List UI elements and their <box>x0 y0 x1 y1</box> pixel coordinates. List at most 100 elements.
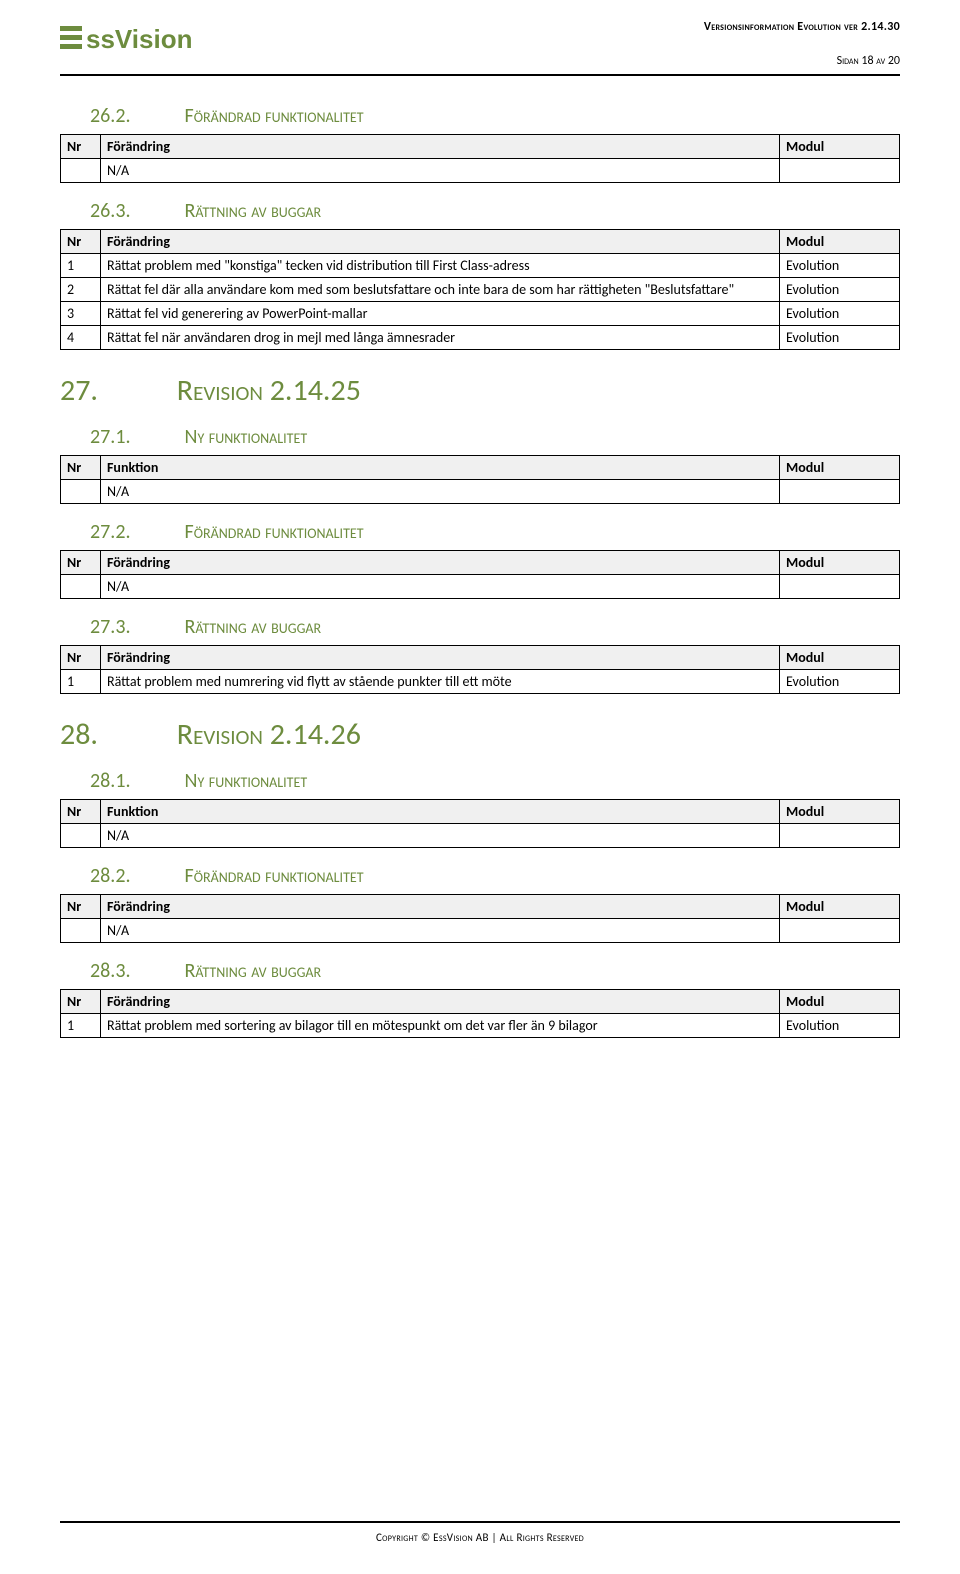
heading-num: 28.2. <box>90 864 180 888</box>
cell-nr: 4 <box>61 326 101 350</box>
table-header-row: Nr Förändring Modul <box>61 895 900 919</box>
cell-text: N/A <box>101 575 780 599</box>
table-header-row: Nr Förändring Modul <box>61 135 900 159</box>
heading-28: 28. Revision 2.14.26 <box>60 716 900 753</box>
heading-title: Rättning av buggar <box>185 199 322 223</box>
heading-title: Förändrad funktionalitet <box>185 104 364 128</box>
cell-nr <box>61 480 101 504</box>
table-header-row: Nr Funktion Modul <box>61 456 900 480</box>
col-modul: Modul <box>780 230 900 254</box>
cell-nr: 2 <box>61 278 101 302</box>
heading-num: 27. <box>60 372 170 409</box>
footer-divider <box>60 1521 900 1523</box>
cell-text: N/A <box>101 159 780 183</box>
page-footer: Copyright © EssVision AB | All Rights Re… <box>0 1521 960 1544</box>
cell-text: N/A <box>101 480 780 504</box>
table-row: 1 Rättat problem med sortering av bilago… <box>61 1014 900 1038</box>
heading-26-3: 26.3. Rättning av buggar <box>90 199 900 223</box>
col-nr: Nr <box>61 551 101 575</box>
cell-nr: 1 <box>61 670 101 694</box>
table-header-row: Nr Förändring Modul <box>61 230 900 254</box>
cell-text: Rättat problem med numrering vid flytt a… <box>101 670 780 694</box>
col-modul: Modul <box>780 646 900 670</box>
col-modul: Modul <box>780 990 900 1014</box>
table-row: N/A <box>61 824 900 848</box>
col-forandring: Förändring <box>101 990 780 1014</box>
col-funktion: Funktion <box>101 800 780 824</box>
heading-27-2: 27.2. Förändrad funktionalitet <box>90 520 900 544</box>
cell-nr <box>61 159 101 183</box>
table-27-2: Nr Förändring Modul N/A <box>60 550 900 599</box>
col-modul: Modul <box>780 135 900 159</box>
heading-title: Revision 2.14.26 <box>177 716 361 753</box>
cell-text: Rättat fel när användaren drog in mejl m… <box>101 326 780 350</box>
heading-num: 27.1. <box>90 425 180 449</box>
cell-text: N/A <box>101 919 780 943</box>
svg-text:ssVision: ssVision <box>86 24 192 54</box>
table-27-1: Nr Funktion Modul N/A <box>60 455 900 504</box>
col-nr: Nr <box>61 895 101 919</box>
cell-text: Rättat problem med "konstiga" tecken vid… <box>101 254 780 278</box>
heading-28-3: 28.3. Rättning av buggar <box>90 959 900 983</box>
cell-nr <box>61 824 101 848</box>
table-header-row: Nr Förändring Modul <box>61 551 900 575</box>
cell-mod: Evolution <box>780 254 900 278</box>
header-meta: Versionsinformation Evolution ver 2.14.3… <box>704 20 900 68</box>
col-nr: Nr <box>61 135 101 159</box>
heading-title: Ny funktionalitet <box>185 425 308 449</box>
heading-num: 28.1. <box>90 769 180 793</box>
table-26-3: Nr Förändring Modul 1 Rättat problem med… <box>60 229 900 350</box>
cell-nr <box>61 575 101 599</box>
col-forandring: Förändring <box>101 895 780 919</box>
cell-text: Rättat fel vid generering av PowerPoint-… <box>101 302 780 326</box>
heading-num: 28. <box>60 716 170 753</box>
col-nr: Nr <box>61 646 101 670</box>
col-funktion: Funktion <box>101 456 780 480</box>
table-28-3: Nr Förändring Modul 1 Rättat problem med… <box>60 989 900 1038</box>
header-divider <box>60 74 900 76</box>
table-row: N/A <box>61 919 900 943</box>
col-modul: Modul <box>780 551 900 575</box>
version-line: Versionsinformation Evolution ver 2.14.3… <box>704 20 900 34</box>
heading-num: 27.3. <box>90 615 180 639</box>
cell-text: Rättat problem med sortering av bilagor … <box>101 1014 780 1038</box>
col-nr: Nr <box>61 456 101 480</box>
table-row: N/A <box>61 159 900 183</box>
heading-title: Ny funktionalitet <box>185 769 308 793</box>
col-forandring: Förändring <box>101 230 780 254</box>
cell-mod: Evolution <box>780 302 900 326</box>
table-26-2: Nr Förändring Modul N/A <box>60 134 900 183</box>
cell-mod: Evolution <box>780 326 900 350</box>
cell-mod: Evolution <box>780 670 900 694</box>
table-row: N/A <box>61 575 900 599</box>
cell-mod <box>780 480 900 504</box>
col-modul: Modul <box>780 456 900 480</box>
heading-27-3: 27.3. Rättning av buggar <box>90 615 900 639</box>
heading-title: Rättning av buggar <box>185 959 322 983</box>
table-header-row: Nr Funktion Modul <box>61 800 900 824</box>
cell-nr <box>61 919 101 943</box>
cell-nr: 1 <box>61 254 101 278</box>
table-row: 2 Rättat fel där alla användare kom med … <box>61 278 900 302</box>
page-number: Sidan 18 av 20 <box>704 54 900 68</box>
heading-num: 26.3. <box>90 199 180 223</box>
heading-title: Förändrad funktionalitet <box>185 864 364 888</box>
heading-title: Förändrad funktionalitet <box>185 520 364 544</box>
heading-num: 28.3. <box>90 959 180 983</box>
essvision-logo-icon: ssVision <box>60 20 230 56</box>
col-forandring: Förändring <box>101 646 780 670</box>
heading-num: 26.2. <box>90 104 180 128</box>
col-nr: Nr <box>61 230 101 254</box>
table-row: 3 Rättat fel vid generering av PowerPoin… <box>61 302 900 326</box>
col-nr: Nr <box>61 990 101 1014</box>
heading-26-2: 26.2. Förändrad funktionalitet <box>90 104 900 128</box>
col-modul: Modul <box>780 895 900 919</box>
cell-nr: 1 <box>61 1014 101 1038</box>
heading-27: 27. Revision 2.14.25 <box>60 372 900 409</box>
cell-text: Rättat fel där alla användare kom med so… <box>101 278 780 302</box>
cell-mod <box>780 824 900 848</box>
cell-mod <box>780 159 900 183</box>
col-forandring: Förändring <box>101 135 780 159</box>
logo: ssVision <box>60 20 230 56</box>
footer-text: Copyright © EssVision AB | All Rights Re… <box>376 1531 584 1544</box>
